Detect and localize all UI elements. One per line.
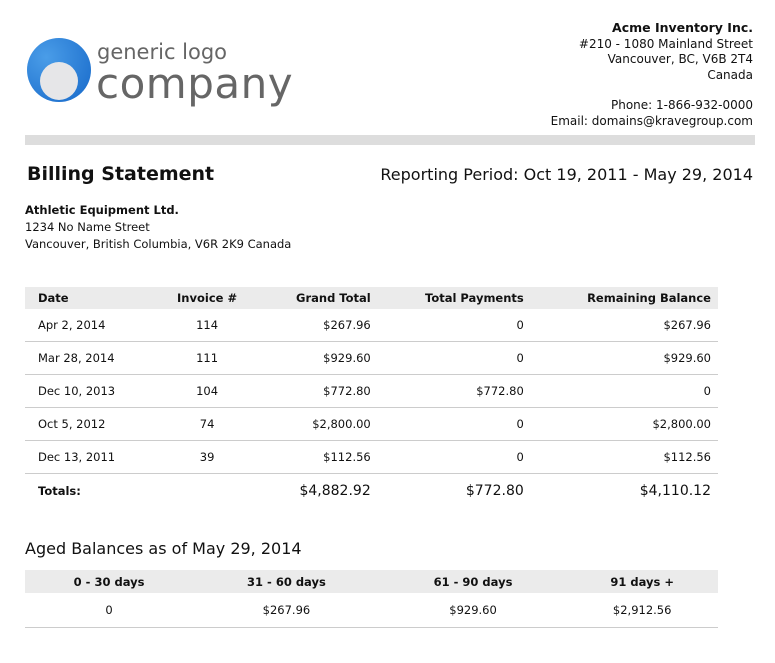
cell-invoice: 104 bbox=[156, 374, 258, 408]
cell-invoice: 111 bbox=[156, 341, 258, 375]
cell-invoice: 114 bbox=[156, 309, 258, 342]
company-address2: Vancouver, BC, V6B 2T4 bbox=[607, 52, 753, 66]
company-address1: #210 - 1080 Mainland Street bbox=[578, 36, 753, 51]
company-info: Acme Inventory Inc. #210 - 1080 Mainland… bbox=[551, 20, 753, 129]
aged-value: $2,912.56 bbox=[566, 593, 718, 628]
aged-col: 0 - 30 days bbox=[25, 570, 194, 593]
table-row: Dec 13, 2011 39 $112.56 0 $112.56 bbox=[25, 440, 718, 474]
logo-text-line2: company bbox=[96, 59, 294, 108]
totals-empty-cell bbox=[157, 474, 258, 509]
aged-value-row: 0 $267.96 $929.60 $2,912.56 bbox=[25, 593, 718, 628]
col-total-payments: Total Payments bbox=[377, 287, 531, 309]
reporting-period: Reporting Period: Oct 19, 2011 - May 29,… bbox=[380, 165, 753, 184]
cell-payments: 0 bbox=[377, 440, 531, 474]
divider bbox=[25, 135, 755, 145]
aged-value: $267.96 bbox=[193, 593, 380, 628]
cell-payments: 0 bbox=[377, 407, 531, 441]
totals-label: Totals: bbox=[38, 484, 81, 498]
page-title: Billing Statement bbox=[27, 163, 215, 185]
cell-date: Dec 10, 2013 bbox=[25, 374, 157, 408]
totals-row: Totals: $4,882.92 $772.80 $4,110.12 bbox=[25, 474, 718, 509]
aged-table: 0 - 30 days 31 - 60 days 61 - 90 days 91… bbox=[25, 570, 718, 628]
cell-grand-total: $112.56 bbox=[257, 440, 378, 474]
cell-invoice: 74 bbox=[156, 407, 258, 441]
cell-remaining: $2,800.00 bbox=[530, 407, 718, 441]
cell-grand-total: $929.60 bbox=[257, 341, 378, 375]
aged-title: Aged Balances as of May 29, 2014 bbox=[25, 539, 302, 558]
cell-invoice: 39 bbox=[156, 440, 258, 474]
cell-date: Oct 5, 2012 bbox=[25, 407, 157, 441]
customer-city: Vancouver, British Columbia, V6R 2K9 Can… bbox=[25, 237, 292, 251]
cell-payments: $772.80 bbox=[377, 374, 531, 408]
cell-payments: 0 bbox=[377, 309, 531, 342]
cell-remaining: $112.56 bbox=[530, 440, 718, 474]
table-row: Dec 10, 2013 104 $772.80 $772.80 0 bbox=[25, 374, 718, 408]
table-header: Date Invoice # Grand Total Total Payment… bbox=[25, 287, 718, 309]
cell-grand-total: $267.96 bbox=[257, 309, 378, 342]
aged-col: 31 - 60 days bbox=[193, 570, 380, 593]
company-country: Canada bbox=[707, 67, 753, 82]
aged-value: 0 bbox=[25, 593, 194, 628]
cell-grand-total: $772.80 bbox=[257, 374, 378, 408]
aged-col: 91 days + bbox=[566, 570, 718, 593]
cell-date: Dec 13, 2011 bbox=[25, 440, 157, 474]
cell-remaining: $929.60 bbox=[530, 341, 718, 375]
col-remaining: Remaining Balance bbox=[530, 287, 718, 309]
table-row: Mar 28, 2014 111 $929.60 0 $929.60 bbox=[25, 341, 718, 375]
customer-info: Athletic Equipment Ltd. 1234 No Name Str… bbox=[25, 202, 291, 253]
customer-street: 1234 No Name Street bbox=[25, 220, 150, 234]
company-email: Email: domains@kravegroup.com bbox=[550, 113, 753, 128]
table-row: Oct 5, 2012 74 $2,800.00 0 $2,800.00 bbox=[25, 407, 718, 441]
customer-name: Athletic Equipment Ltd. bbox=[25, 203, 179, 217]
cell-remaining: $267.96 bbox=[530, 309, 718, 342]
cell-remaining: 0 bbox=[530, 374, 718, 408]
aged-col: 61 - 90 days bbox=[379, 570, 567, 593]
col-invoice: Invoice # bbox=[156, 287, 258, 309]
invoice-table: Date Invoice # Grand Total Total Payment… bbox=[25, 287, 718, 508]
cell-date: Mar 28, 2014 bbox=[25, 341, 157, 375]
totals-remaining: $4,110.12 bbox=[639, 483, 711, 499]
col-grand-total: Grand Total bbox=[257, 287, 378, 309]
aged-value: $929.60 bbox=[379, 593, 567, 628]
logo-text-line1: generic logo bbox=[97, 40, 228, 64]
cell-payments: 0 bbox=[377, 341, 531, 375]
totals-grand: $4,882.92 bbox=[299, 483, 371, 499]
col-date: Date bbox=[25, 287, 157, 309]
company-name: Acme Inventory Inc. bbox=[612, 20, 753, 35]
cell-date: Apr 2, 2014 bbox=[25, 309, 157, 342]
logo-icon-inner bbox=[40, 62, 78, 100]
totals-payments: $772.80 bbox=[465, 483, 524, 499]
company-phone: Phone: 1-866-932-0000 bbox=[610, 98, 753, 112]
table-row: Apr 2, 2014 114 $267.96 0 $267.96 bbox=[25, 309, 718, 342]
cell-grand-total: $2,800.00 bbox=[257, 407, 378, 441]
aged-header-row: 0 - 30 days 31 - 60 days 61 - 90 days 91… bbox=[25, 570, 718, 593]
